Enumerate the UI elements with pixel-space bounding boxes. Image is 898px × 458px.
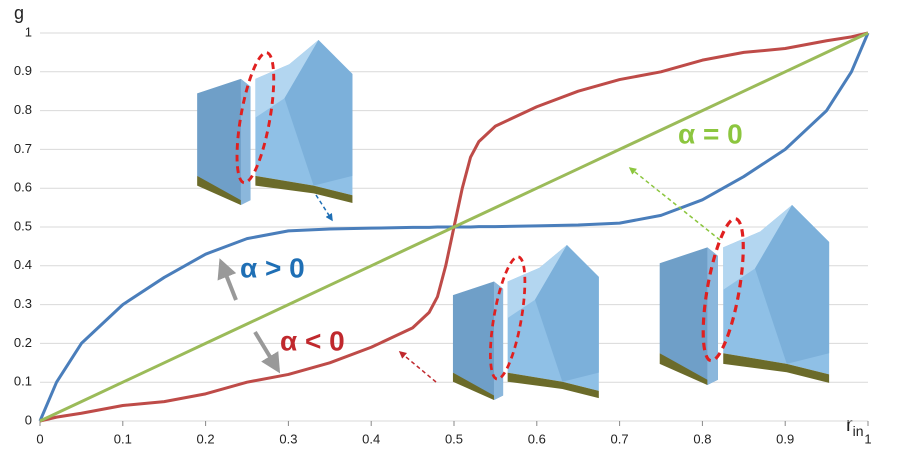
y-tick-label: 0.1: [14, 374, 32, 389]
y-tick-label: 0.8: [14, 102, 32, 117]
x-tick-label: 0.2: [197, 431, 215, 446]
building-image: [658, 205, 831, 385]
y-tick-label: 0.7: [14, 141, 32, 156]
arrow: [253, 330, 281, 374]
arrow: [398, 351, 437, 383]
x-tick-label: 0.1: [114, 431, 132, 446]
annotation: α < 0: [280, 325, 345, 356]
y-tick-label: 0: [25, 412, 32, 427]
y-tick-label: 0.6: [14, 180, 32, 195]
x-tick-label: 0.6: [528, 431, 546, 446]
x-axis-label: rin: [846, 414, 864, 438]
arrow: [315, 194, 333, 222]
x-axis-label-main: r: [846, 414, 853, 436]
annotation: α > 0: [240, 252, 305, 283]
line-series: [39, 31, 869, 423]
y-tick-label: 1: [25, 24, 32, 39]
x-tick-label: 0.5: [445, 431, 463, 446]
x-tick-label: 0.4: [362, 431, 380, 446]
annotation: α = 0: [678, 118, 743, 149]
x-tick-label: 0.8: [693, 431, 711, 446]
y-tick-label: 0.5: [14, 218, 32, 233]
y-tick-label: 0.4: [14, 257, 32, 272]
building-image: [195, 40, 354, 205]
y-tick-label: 0.3: [14, 296, 32, 311]
building-image: [451, 245, 601, 400]
x-tick-label: 0.3: [279, 431, 297, 446]
arrow: [217, 258, 238, 301]
x-tick-label: 0: [36, 431, 43, 446]
x-tick-label: 0.7: [611, 431, 629, 446]
arrow: [628, 167, 721, 241]
x-tick-label: 1: [864, 431, 871, 446]
x-tick-label: 0.9: [776, 431, 794, 446]
y-tick-label: 0.9: [14, 63, 32, 78]
y-axis-label: g: [14, 3, 24, 23]
x-axis-label-sub: in: [853, 423, 864, 439]
y-tick-label: 0.2: [14, 335, 32, 350]
